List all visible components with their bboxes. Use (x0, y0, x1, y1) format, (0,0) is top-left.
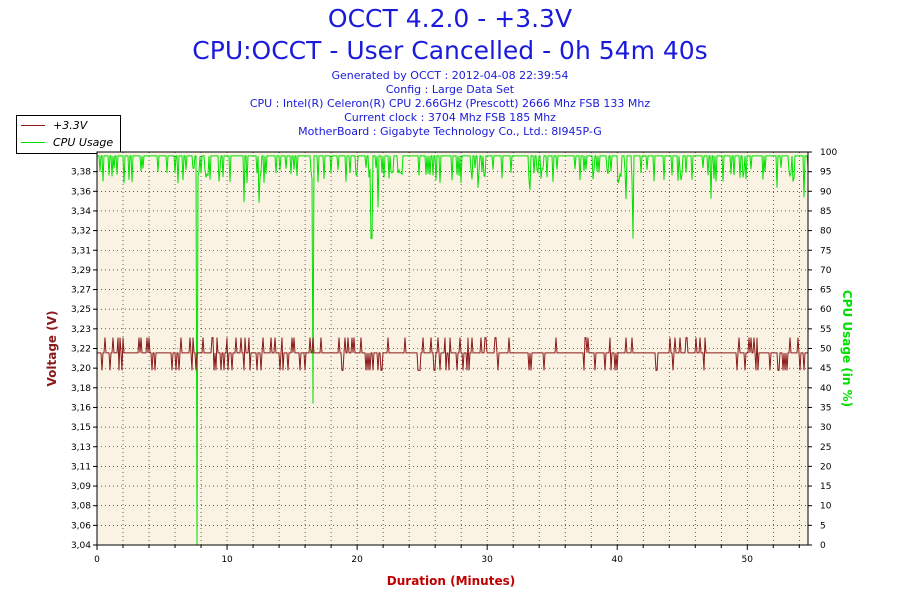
right-tick-label: 85 (820, 207, 831, 217)
right-tick-label: 70 (820, 266, 832, 276)
x-tick-label: 10 (221, 555, 233, 565)
left-tick-label: 3,38 (71, 168, 91, 178)
info-config: Config : Large Data Set (385, 83, 515, 96)
left-tick-label: 3,18 (71, 384, 91, 394)
right-tick-label: 0 (820, 541, 826, 551)
right-tick-label: 35 (820, 403, 831, 413)
left-tick-label: 3,34 (71, 207, 91, 217)
legend-swatch-voltage (21, 124, 45, 126)
info-motherboard: MotherBoard : Gigabyte Technology Co., L… (298, 125, 602, 138)
right-tick-label: 90 (820, 187, 832, 197)
left-tick-label: 3,11 (71, 462, 91, 472)
left-tick-label: 3,13 (71, 443, 91, 453)
legend-item-cpu: CPU Usage (21, 135, 113, 149)
left-tick-label: 3,31 (71, 246, 91, 256)
left-tick-label: 3,06 (71, 521, 91, 531)
left-tick-label: 3,36 (71, 187, 91, 197)
series-line-voltage (97, 337, 808, 371)
left-tick-label: 3,27 (71, 286, 91, 296)
right-tick-label: 5 (820, 521, 826, 531)
legend-swatch-cpu (21, 141, 45, 143)
x-tick-label: 0 (94, 555, 100, 565)
chart-subtitle: CPU:OCCT - User Cancelled - 0h 54m 40s (192, 36, 708, 65)
left-tick-label: 3,08 (71, 502, 91, 512)
right-tick-label: 10 (820, 502, 832, 512)
right-tick-label: 95 (820, 168, 831, 178)
right-tick-label: 45 (820, 364, 831, 374)
left-tick-label: 3,23 (71, 325, 91, 335)
chart-legend: +3.3V CPU Usage (16, 115, 121, 154)
y-axis-label-right: CPU Usage (in %) (840, 290, 854, 407)
x-tick-label: 50 (742, 555, 754, 565)
right-tick-label: 15 (820, 482, 831, 492)
right-tick-label: 60 (820, 305, 832, 315)
right-tick-label: 55 (820, 325, 831, 335)
right-tick-label: 20 (820, 462, 832, 472)
left-tick-label: 3,20 (71, 364, 91, 374)
y-axis-label-left: Voltage (V) (45, 311, 59, 387)
left-tick-label: 3,32 (71, 227, 91, 237)
series-line-cpu-usage (97, 155, 809, 546)
info-clock: Current clock : 3704 Mhz FSB 185 Mhz (344, 111, 556, 124)
legend-item-voltage: +3.3V (21, 118, 87, 132)
left-tick-label: 3,04 (71, 541, 91, 551)
left-tick-label: 3,25 (71, 305, 91, 315)
legend-label-cpu: CPU Usage (53, 135, 114, 149)
right-tick-label: 30 (820, 423, 832, 433)
right-tick-label: 65 (820, 286, 831, 296)
right-tick-label: 80 (820, 227, 832, 237)
right-tick-label: 25 (820, 443, 831, 453)
left-tick-label: 3,16 (71, 403, 91, 413)
left-tick-label: 3,29 (71, 266, 91, 276)
right-tick-label: 50 (820, 345, 832, 355)
right-tick-label: 100 (820, 148, 837, 158)
info-generated: Generated by OCCT : 2012-04-08 22:39:54 (331, 69, 569, 82)
x-tick-label: 30 (481, 555, 493, 565)
left-tick-label: 3,15 (71, 423, 91, 433)
x-tick-label: 20 (351, 555, 363, 565)
right-tick-label: 75 (820, 246, 831, 256)
x-tick-label: 40 (611, 555, 623, 565)
left-tick-label: 3,22 (71, 345, 91, 355)
legend-label-voltage: +3.3V (53, 118, 88, 132)
chart-title: OCCT 4.2.0 - +3.3V (327, 4, 573, 33)
info-cpu: CPU : Intel(R) Celeron(R) CPU 2.66GHz (P… (249, 97, 651, 110)
x-axis-label: Duration (Minutes) (387, 574, 515, 588)
right-tick-label: 40 (820, 384, 832, 394)
left-tick-label: 3,09 (71, 482, 91, 492)
